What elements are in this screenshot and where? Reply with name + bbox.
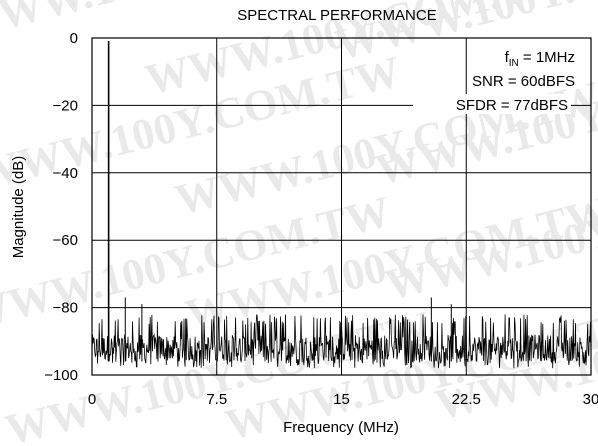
fin-value: = 1MHz — [519, 49, 575, 66]
y-tick-labels: 0 −20 −40 −60 −80 −100 — [44, 30, 78, 384]
noise-floor-line — [91, 314, 592, 369]
snr-annotation: SNR = 60dBFS — [472, 73, 575, 90]
plot-frame — [91, 37, 592, 376]
x-tick-label: 22.5 — [452, 391, 481, 408]
x-tick-label: 30 — [583, 391, 598, 408]
x-tick-labels: 0 7.5 15 22.5 30 — [88, 391, 598, 408]
y-tick-label: −60 — [53, 232, 78, 249]
sfdr-label-bg — [413, 94, 571, 114]
x-axis-label: Frequency (MHz) — [283, 419, 399, 436]
x-tick-label: 0 — [88, 391, 96, 408]
y-tick-label: 0 — [70, 30, 78, 47]
fin-annotation: fIN = 1MHz — [505, 49, 575, 69]
x-tick-label: 7.5 — [206, 391, 227, 408]
grid — [92, 38, 591, 375]
x-tick-label: 15 — [333, 391, 350, 408]
y-tick-label: −20 — [53, 97, 78, 114]
spectrum-trace — [91, 41, 592, 369]
y-axis-label: Magnitude (dB) — [10, 156, 27, 259]
fin-subscript: IN — [509, 58, 519, 69]
chart-title: SPECTRAL PERFORMANCE — [237, 7, 436, 24]
sfdr-annotation: SFDR = 77dBFS — [456, 97, 568, 114]
annotation-block: fIN = 1MHz SNR = 60dBFS SFDR = 77dBFS — [413, 49, 575, 114]
y-tick-label: −100 — [44, 367, 78, 384]
y-tick-label: −40 — [53, 165, 78, 182]
y-tick-label: −80 — [53, 300, 78, 317]
fin-prefix: f — [505, 49, 510, 66]
